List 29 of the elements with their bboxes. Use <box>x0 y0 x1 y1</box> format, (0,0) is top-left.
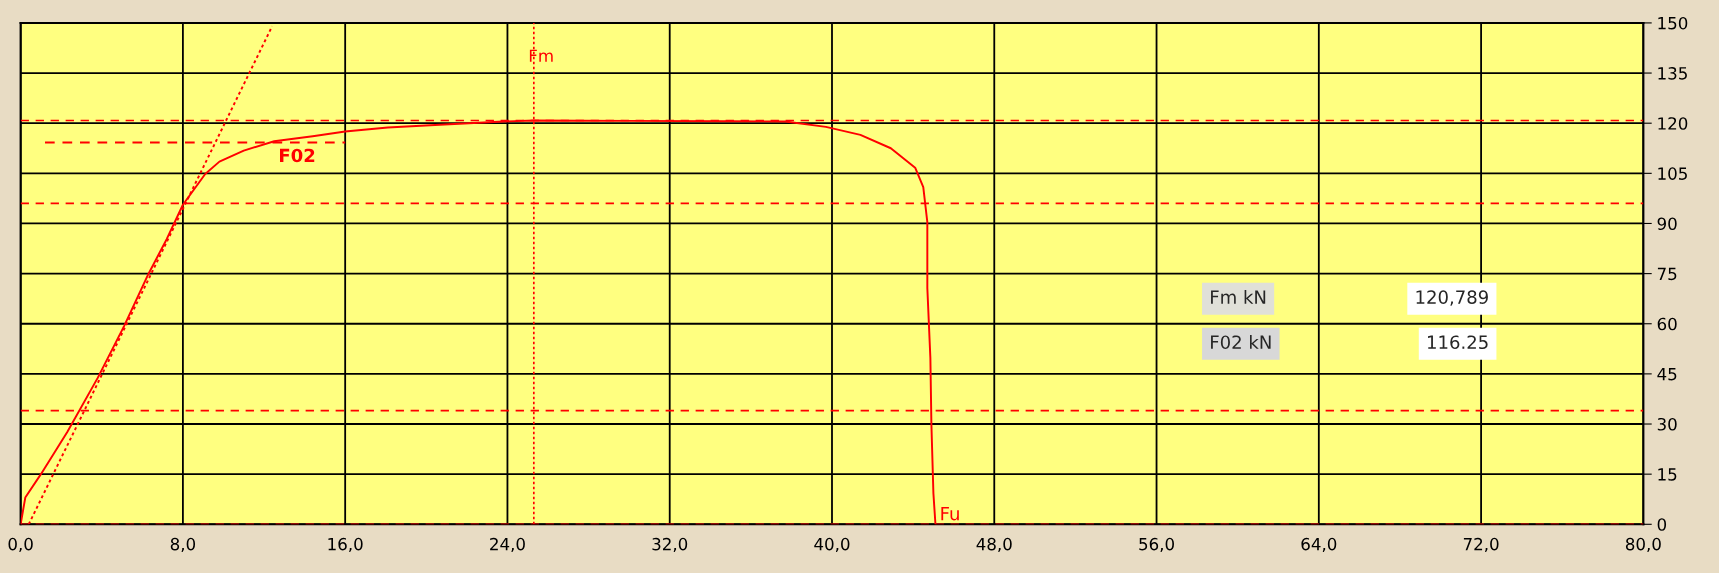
x-tick-label: 48,0 <box>976 537 1012 553</box>
x-tick-label: 64,0 <box>1301 537 1337 553</box>
annotation: 120,789 <box>1416 290 1488 306</box>
y-tick-label: 0 <box>1657 518 1667 531</box>
y-tick-label: 150 <box>1658 16 1688 30</box>
y-tick-label: 90 <box>1657 217 1677 231</box>
x-tick-label: 72,0 <box>1463 537 1499 553</box>
annotation: Fu <box>941 506 959 521</box>
annotation: 116.25 <box>1428 335 1488 350</box>
x-tick-label: 32,0 <box>652 537 688 553</box>
y-tick-label: 30 <box>1657 417 1677 431</box>
ref-line-label: Fm <box>529 49 553 62</box>
annotation: F02 <box>280 148 315 163</box>
x-tick-label: 0,0 <box>8 537 33 553</box>
x-tick-label: 24,0 <box>490 537 525 553</box>
annotation: Fm kN <box>1211 289 1266 304</box>
x-tick-label: 16,0 <box>328 537 363 553</box>
y-tick-label: 15 <box>1658 468 1677 481</box>
annotation: F02 kN <box>1211 335 1271 350</box>
y-tick-label: 60 <box>1657 317 1677 331</box>
y-tick-label: 45 <box>1657 368 1677 381</box>
y-tick-label: 135 <box>1658 67 1687 80</box>
y-tick-label: 75 <box>1657 267 1677 281</box>
x-tick-label: 8,0 <box>170 537 196 553</box>
y-tick-label: 120 <box>1658 117 1688 130</box>
x-tick-label: 80,0 <box>1625 537 1661 553</box>
x-tick-label: 56,0 <box>1139 537 1174 553</box>
x-tick-label: 40,0 <box>814 537 850 553</box>
y-tick-label: 105 <box>1658 167 1687 180</box>
